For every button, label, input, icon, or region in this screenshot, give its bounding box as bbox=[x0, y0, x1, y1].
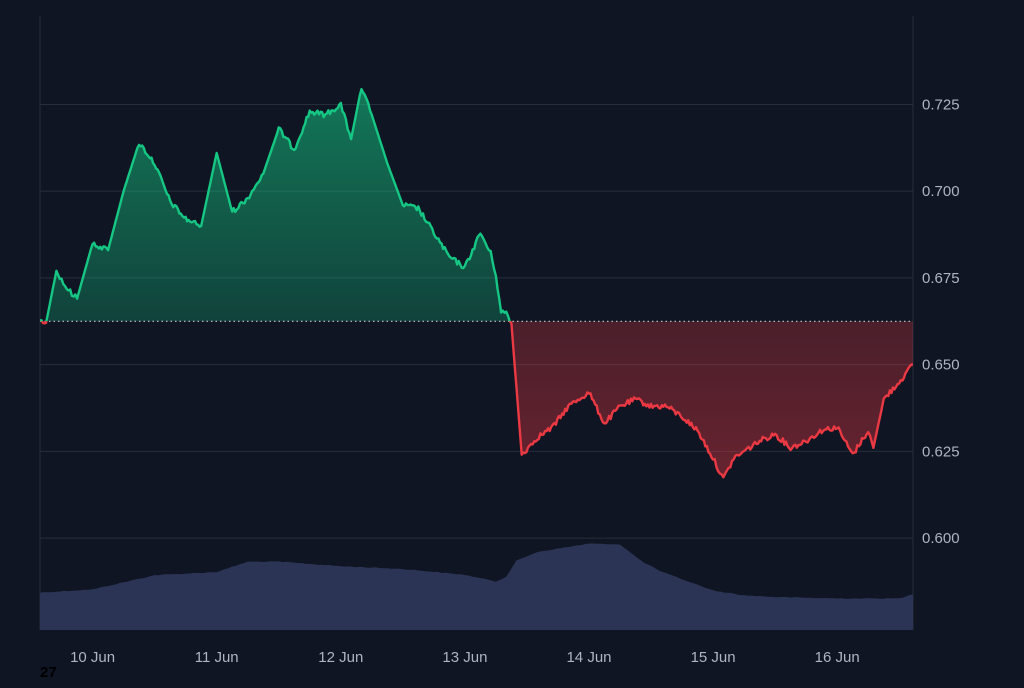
x-tick-label: 15 Jun bbox=[691, 649, 736, 666]
price-line bbox=[40, 87, 913, 479]
price-line-up bbox=[40, 87, 512, 322]
y-tick-label: 0.725 bbox=[922, 97, 960, 114]
price-line-down bbox=[40, 321, 913, 479]
price-area-up bbox=[40, 89, 510, 322]
volume-series bbox=[40, 543, 913, 630]
y-axis-ticks: 0.725 0.700 0.675 0.650 0.625 0.600 bbox=[922, 97, 960, 548]
x-tick-label: 11 Jun bbox=[195, 649, 239, 666]
price-area bbox=[40, 89, 913, 478]
y-tick-label: 0.625 bbox=[922, 443, 960, 460]
y-tick-label: 0.700 bbox=[922, 183, 960, 200]
x-tick-label: 16 Jun bbox=[815, 649, 860, 666]
price-area-down bbox=[40, 321, 913, 478]
x-axis-ticks: 10 Jun 11 Jun 12 Jun 13 Jun 14 Jun 15 Jun 16 J… bbox=[70, 649, 860, 666]
y-tick-label: 0.675 bbox=[922, 270, 960, 287]
y-tick-label: 0.650 bbox=[922, 357, 960, 374]
y-tick-label: 0.600 bbox=[922, 530, 960, 547]
x-tick-label: 12 Jun bbox=[318, 649, 363, 666]
x-tick-label: 14 Jun bbox=[566, 649, 611, 666]
x-tick-label: 13 Jun bbox=[442, 649, 487, 666]
corner-label: 27 bbox=[40, 664, 57, 681]
x-tick-label: 10 Jun bbox=[70, 649, 115, 666]
volume-area bbox=[40, 543, 913, 630]
